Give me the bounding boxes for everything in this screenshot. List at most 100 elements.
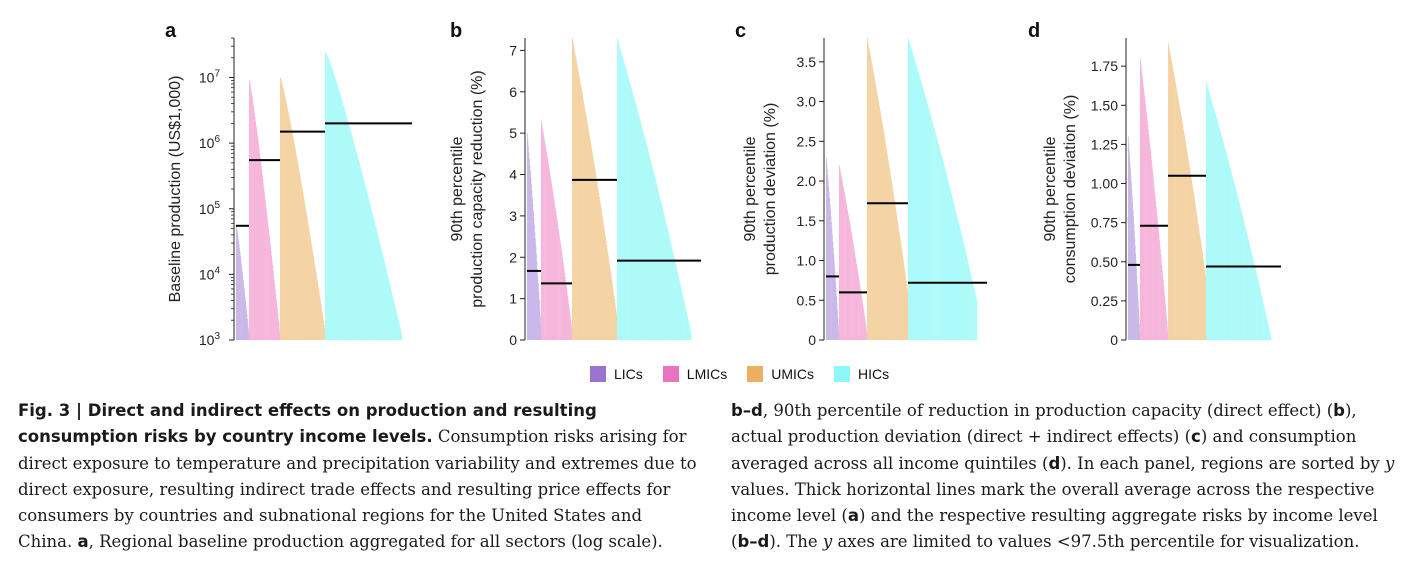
bar-lmics	[261, 174, 263, 340]
bar-hics	[342, 101, 343, 340]
bar-umics	[875, 84, 877, 340]
bar-hics	[939, 149, 941, 340]
bar-hics	[343, 105, 344, 341]
bar-hics	[337, 85, 338, 340]
bar-lics	[538, 291, 540, 340]
bar-hics	[667, 229, 669, 340]
bar-umics	[599, 196, 600, 340]
bar-lics	[833, 261, 835, 340]
bar-umics	[905, 281, 907, 340]
bar-hics	[1229, 165, 1230, 340]
bar-umics	[902, 259, 904, 340]
bar-hics	[1218, 126, 1220, 341]
bar-umics	[579, 82, 581, 341]
bar-lmics	[277, 317, 279, 340]
bar-umics	[606, 244, 608, 340]
bar-hics	[1211, 101, 1213, 341]
bar-hics	[684, 303, 685, 340]
bar-umics	[283, 92, 285, 340]
bar-umics	[1190, 177, 1192, 340]
bar-umics	[287, 109, 289, 340]
bar-lics	[830, 210, 831, 340]
bar-umics	[1178, 101, 1180, 340]
bar-hics	[942, 160, 944, 340]
y-tick-label: 2	[509, 249, 517, 265]
bar-hics	[1207, 87, 1209, 340]
bar-hics	[361, 173, 363, 340]
bar-hics	[975, 293, 976, 340]
bar-umics	[1177, 96, 1179, 340]
bar-umics	[1192, 186, 1193, 340]
bar-umics	[592, 157, 594, 340]
bar-lmics	[863, 312, 865, 340]
bar-umics	[1169, 51, 1171, 341]
bar-hics	[389, 283, 391, 340]
bar-umics	[1182, 126, 1184, 340]
bar-umics	[1198, 227, 1200, 340]
bar-umics	[575, 60, 577, 340]
bar-umics	[586, 117, 587, 340]
bar-hics	[927, 106, 929, 340]
bar-umics	[317, 285, 319, 340]
bar-lmics	[1160, 250, 1161, 340]
caption-ref-c: c	[1191, 427, 1201, 447]
bar-hics	[658, 192, 660, 340]
bar-umics	[286, 103, 288, 340]
bar-umics	[883, 132, 885, 340]
bar-lics	[1135, 260, 1137, 340]
panel-letter-a: a	[165, 20, 177, 42]
bar-lmics	[848, 219, 850, 340]
bar-hics	[1253, 261, 1255, 340]
bar-lmics	[567, 296, 569, 340]
bar-hics	[384, 265, 386, 340]
bar-umics	[314, 263, 316, 340]
bar-hics	[647, 148, 648, 340]
bar-lmics	[263, 187, 265, 340]
bar-umics	[892, 187, 893, 340]
bar-hics	[624, 64, 626, 341]
bar-lmics	[553, 197, 555, 340]
bar-hics	[1255, 271, 1257, 340]
bar-lmics	[255, 120, 257, 340]
bar-hics	[970, 272, 971, 340]
bar-lmics	[865, 322, 866, 340]
bar-umics	[303, 195, 304, 340]
bar-umics	[294, 147, 296, 340]
bar-hics	[371, 210, 373, 340]
bar-hics	[1230, 170, 1232, 340]
bar-hics	[944, 168, 946, 340]
bar-hics	[355, 151, 357, 340]
bar-umics	[1194, 198, 1195, 340]
bar-umics	[902, 256, 904, 340]
bar-lmics	[271, 260, 273, 340]
bar-hics	[961, 237, 963, 340]
y-tick-label: 1	[509, 291, 517, 307]
bar-lics	[246, 310, 247, 340]
bar-umics	[1191, 183, 1193, 340]
bar-lmics	[850, 230, 852, 340]
bar-umics	[882, 126, 884, 340]
bar-hics	[659, 196, 661, 340]
bar-umics	[906, 284, 908, 340]
bar-lics	[531, 184, 532, 340]
bar-hics	[914, 60, 916, 340]
bar-lmics	[275, 298, 277, 340]
bar-lics	[1138, 315, 1140, 340]
bar-umics	[603, 226, 605, 340]
bar-lmics	[1149, 146, 1151, 340]
bar-hics	[345, 113, 347, 340]
bar-lmics	[840, 175, 842, 340]
bar-hics	[376, 232, 378, 340]
bar-umics	[290, 123, 291, 340]
bar-umics	[1181, 118, 1183, 340]
bar-umics	[280, 79, 282, 340]
bar-lmics	[1142, 79, 1144, 340]
bar-hics	[1221, 136, 1223, 340]
bar-hics	[1245, 228, 1247, 340]
bar-hics	[378, 241, 380, 340]
bar-lics	[1134, 245, 1136, 340]
bar-umics	[1186, 150, 1188, 340]
bar-lmics	[562, 258, 563, 340]
bar-hics	[971, 278, 973, 340]
bar-hics	[363, 180, 365, 340]
